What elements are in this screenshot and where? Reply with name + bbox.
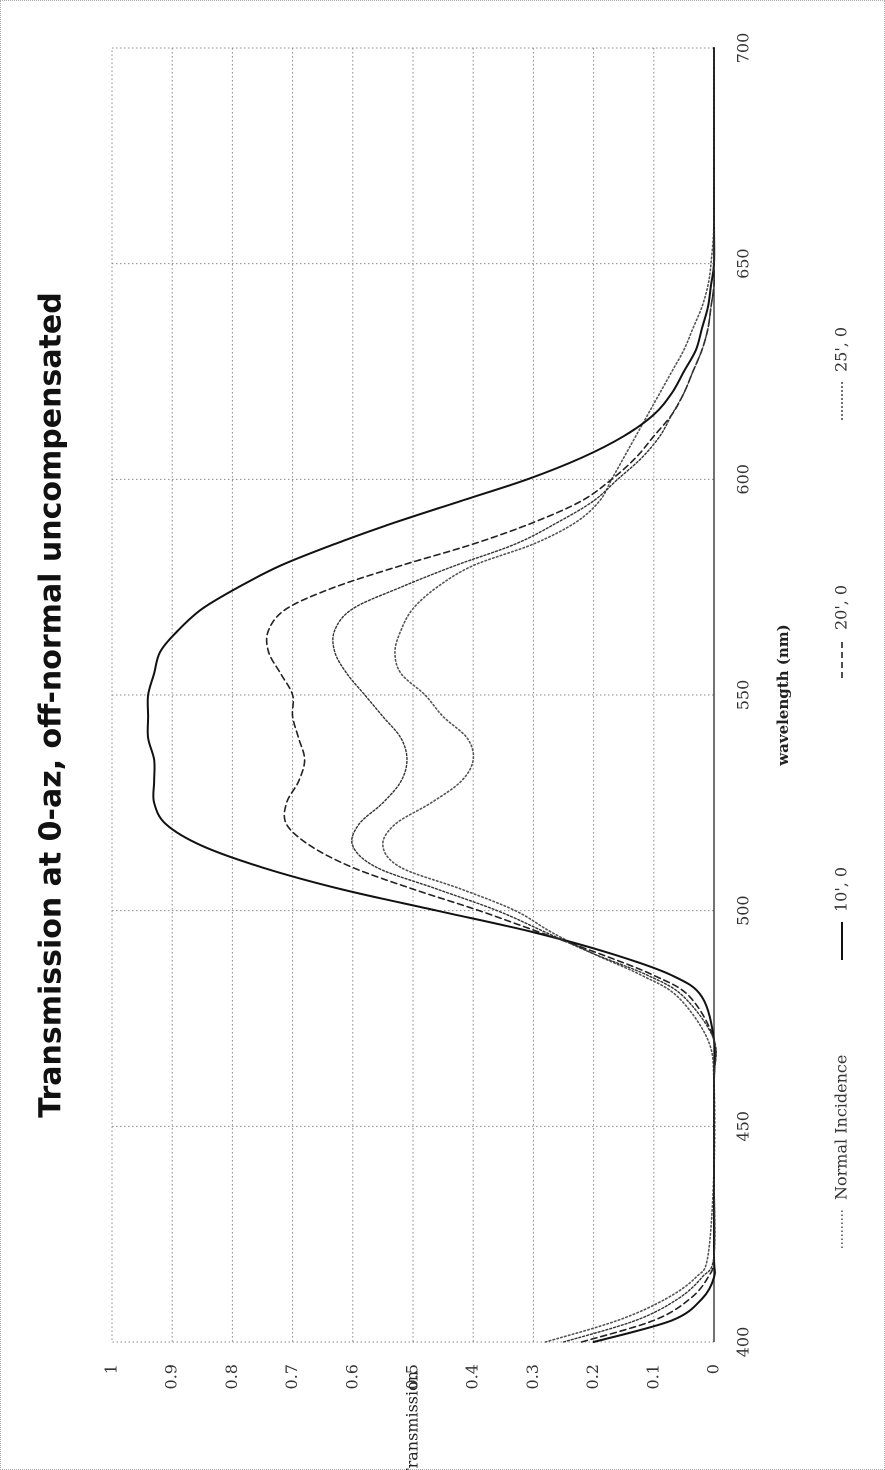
y-tick-label: 0 (704, 1364, 723, 1374)
legend-layer: Normal Incidence 10', 0 20', 0 25', 0 (832, 327, 851, 1248)
x-tick-label: 500 (734, 895, 753, 926)
y-tick-label: 0.6 (342, 1364, 361, 1389)
y-tick-label: 0.1 (643, 1364, 662, 1389)
grid-layer (111, 47, 715, 1343)
y-axis-title: Transmission (403, 1371, 422, 1470)
series-layer (146, 47, 717, 1343)
x-tick-label: 600 (734, 464, 753, 495)
series-line-3 (332, 47, 717, 1343)
y-tick-label: 0.3 (523, 1364, 542, 1389)
legend-label-1: 10', 0 (832, 867, 851, 912)
y-tick-label: 0.7 (282, 1364, 301, 1389)
x-tick-label: 650 (734, 248, 753, 279)
series-line-2 (265, 47, 717, 1343)
y-tick-label: 0.9 (162, 1364, 181, 1389)
rotated-text-layer: 400 450 500 550 600 650 700 0 0.1 0.2 0.3 0.4 0.5 0.6… (34, 33, 793, 1470)
legend-label-2: 20', 0 (832, 585, 851, 630)
legend-label-3: 25', 0 (832, 327, 851, 372)
y-tick-label: 0.8 (222, 1364, 241, 1389)
series-line-0 (382, 47, 716, 1343)
y-tick-label: 1 (102, 1364, 121, 1374)
x-tick-label: 450 (734, 1111, 753, 1142)
series-line-1 (146, 47, 716, 1343)
x-tick-label: 400 (734, 1327, 753, 1358)
x-tick-label: 550 (734, 680, 753, 711)
y-tick-label: 0.5 (403, 1364, 422, 1389)
legend-label-0: Normal Incidence (832, 1055, 851, 1200)
x-axis-title: wavelength (nm) (774, 624, 792, 767)
chart-title: Transmission at 0-az, off-normal uncompe… (34, 292, 69, 1117)
y-tick-label: 0.4 (463, 1364, 482, 1389)
x-tick-label: 700 (734, 33, 753, 64)
y-tick-label: 0.2 (583, 1364, 602, 1389)
